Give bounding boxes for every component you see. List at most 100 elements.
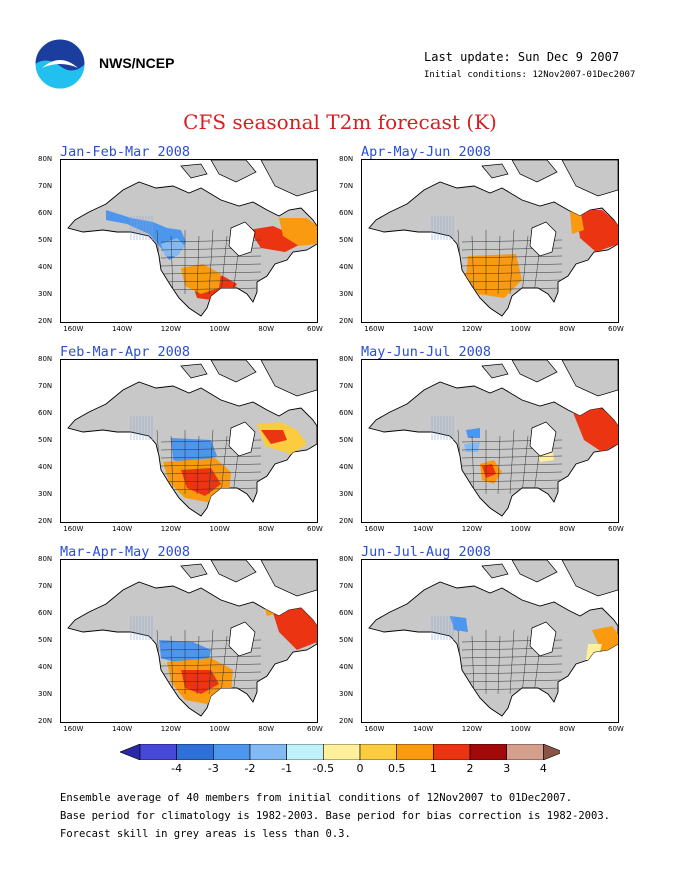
lat-label: 40N: [339, 463, 354, 471]
lat-label: 50N: [38, 436, 53, 444]
lat-label: 20N: [38, 717, 53, 725]
footer-base-period: Base period for climatology is 1982-2003…: [60, 810, 610, 822]
lon-label: 80W: [258, 525, 275, 533]
arctic-island: [180, 163, 208, 179]
lat-label: 30N: [38, 490, 53, 498]
map-panel-mjj: [361, 359, 619, 523]
last-update: Last update: Sun Dec 9 2007: [424, 50, 620, 64]
lon-label: 60W: [608, 325, 624, 333]
anomaly-region: [450, 616, 468, 632]
lon-label: 80W: [258, 325, 275, 333]
colorbar-swatch: [469, 744, 507, 760]
arctic-island: [561, 360, 618, 397]
lat-label: 80N: [38, 555, 53, 563]
lon-label: 160W: [364, 725, 385, 733]
lat-label: 40N: [38, 263, 53, 271]
lat-label: 80N: [339, 355, 354, 363]
colorbar-label: -3: [207, 762, 219, 775]
lat-label: 80N: [38, 155, 53, 163]
lat-label: 60N: [38, 609, 53, 617]
arctic-island: [260, 160, 317, 197]
anomaly-region: [161, 238, 185, 256]
lat-label: 20N: [38, 517, 53, 525]
hudson-bay: [228, 421, 256, 457]
lon-label: 60W: [307, 725, 323, 733]
panel-title-jja: Jun-Jul-Aug 2008: [361, 544, 492, 560]
arctic-island: [511, 160, 558, 183]
lat-label: 70N: [339, 382, 354, 390]
arctic-island: [210, 360, 257, 383]
lat-label: 70N: [38, 382, 53, 390]
lon-label: 160W: [364, 525, 385, 533]
lon-label: 100W: [209, 525, 230, 533]
anomaly-region: [576, 210, 618, 252]
lat-label: 70N: [38, 182, 53, 190]
lon-label: 120W: [160, 525, 181, 533]
arctic-island: [561, 160, 618, 197]
lat-label: 60N: [38, 209, 53, 217]
lat-label: 40N: [339, 263, 354, 271]
lat-label: 20N: [339, 717, 354, 725]
lon-label: 140W: [412, 725, 434, 733]
colorbar-label: -0.5: [312, 762, 335, 775]
hudson-bay: [228, 221, 256, 257]
lat-label: 80N: [38, 355, 53, 363]
continent: [368, 181, 618, 317]
lat-label: 60N: [339, 409, 354, 417]
lat-label: 30N: [339, 690, 354, 698]
lon-label: 120W: [461, 725, 482, 733]
arctic-island: [511, 560, 558, 583]
lon-label: 100W: [209, 725, 230, 733]
lat-label: 60N: [339, 209, 354, 217]
anomaly-region: [592, 626, 618, 652]
map-panel-jfm: [60, 159, 318, 323]
colorbar: [120, 744, 560, 760]
arctic-island: [260, 560, 317, 597]
arctic-island: [210, 560, 257, 583]
lat-label: 50N: [339, 436, 354, 444]
lon-label: 160W: [63, 525, 84, 533]
colorbar-label: -2: [244, 762, 256, 775]
hudson-bay: [529, 621, 557, 657]
lon-label: 140W: [111, 725, 133, 733]
lat-label: 20N: [339, 317, 354, 325]
colorbar-label: 3: [503, 762, 511, 775]
lon-label: 80W: [559, 725, 576, 733]
panel-title-amj: Apr-May-Jun 2008: [361, 144, 492, 160]
arctic-island: [210, 160, 257, 183]
lon-label: 80W: [559, 525, 576, 533]
map-svg: [67, 360, 317, 517]
colorbar-swatch: [396, 744, 434, 760]
lon-label: 60W: [307, 525, 323, 533]
lon-label: 100W: [510, 525, 531, 533]
noaa-logo-icon: [34, 38, 86, 90]
panel-title-jfm: Jan-Feb-Mar 2008: [60, 144, 191, 160]
lon-label: 120W: [461, 525, 482, 533]
lon-label: 140W: [111, 325, 133, 333]
lon-label: 120W: [461, 325, 482, 333]
lon-label: 160W: [63, 725, 84, 733]
colorbar-label: -4: [171, 762, 183, 775]
lat-label: 70N: [339, 182, 354, 190]
colorbar-max-arrow: [543, 744, 560, 760]
map-panel-amj: [361, 159, 619, 323]
lat-label: 80N: [339, 155, 354, 163]
lat-label: 50N: [339, 636, 354, 644]
continent: [368, 381, 618, 517]
map-svg: [368, 560, 618, 717]
org-name: NWS/NCEP: [99, 55, 175, 71]
colorbar-swatch: [433, 744, 471, 760]
lat-label: 20N: [339, 517, 354, 525]
lat-label: 50N: [339, 236, 354, 244]
lat-label: 50N: [38, 236, 53, 244]
colorbar-swatch: [359, 744, 397, 760]
colorbar-label: 1: [429, 762, 437, 775]
anomaly-region: [482, 464, 496, 478]
continent: [67, 181, 317, 317]
lon-label: 120W: [160, 725, 181, 733]
lon-label: 100W: [209, 325, 230, 333]
colorbar-swatch: [506, 744, 544, 760]
lat-label: 40N: [38, 663, 53, 671]
hudson-bay: [228, 621, 256, 657]
lon-label: 160W: [63, 325, 84, 333]
